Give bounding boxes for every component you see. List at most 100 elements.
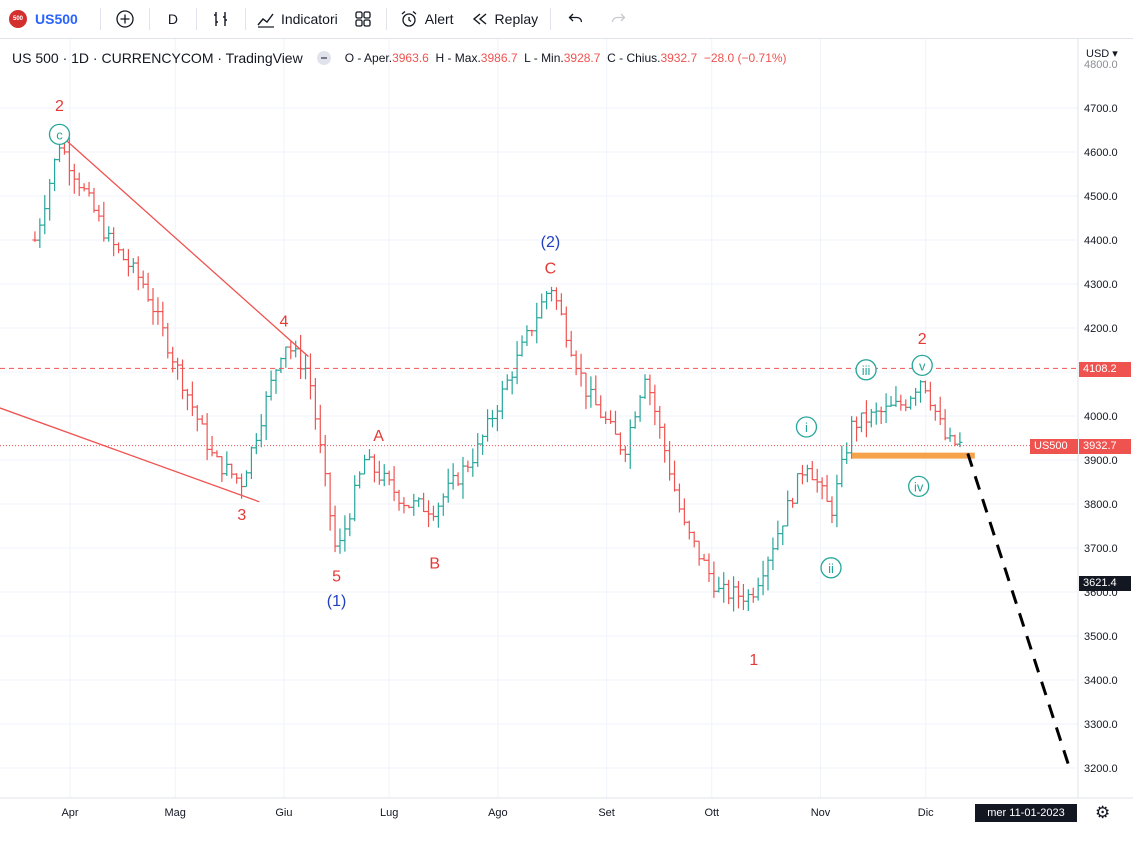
ohlc-bar <box>726 579 732 605</box>
x-tick-label: Set <box>598 807 615 819</box>
ohlc-bar <box>780 525 786 546</box>
replay-button[interactable]: Replay <box>462 0 547 38</box>
currency-selector[interactable]: USD ▾ <box>1086 47 1118 60</box>
ohlc-bar <box>96 204 102 222</box>
ohlc-bar <box>204 413 210 461</box>
ohlc-bar <box>534 302 540 344</box>
y-tick-label: 3800.0 <box>1084 499 1118 511</box>
ohlc-bar <box>440 493 446 516</box>
ohlc-bar <box>529 329 535 337</box>
replay-label: Replay <box>494 11 539 27</box>
ohlc-bar <box>416 497 422 508</box>
y-tick-label: 3700.0 <box>1084 543 1118 555</box>
symbol-selector[interactable]: 500 US500 <box>0 0 96 38</box>
ohlc-bar <box>509 371 515 395</box>
cursor-date-tag: mer 11-01-2023 <box>975 804 1077 822</box>
ohlc-bar <box>711 561 717 598</box>
gear-icon[interactable]: ⚙ <box>1095 803 1111 822</box>
ohlc-bar <box>219 456 225 482</box>
ohlc-bar <box>150 287 156 325</box>
ohlc-bar <box>253 433 259 455</box>
ohlc-bar <box>809 461 815 481</box>
indicators-button[interactable]: Indicatori <box>250 0 344 38</box>
ohlc-bar <box>691 531 697 548</box>
redo-button[interactable] <box>597 0 639 38</box>
ohlc-bar <box>947 427 953 442</box>
wave-label: 1 <box>749 652 758 669</box>
ohlc-bar <box>430 505 436 521</box>
rewind-icon <box>472 13 486 25</box>
ohlc-bar <box>494 405 500 432</box>
y-tick-label: 3400.0 <box>1084 675 1118 687</box>
ohlc-bar <box>706 553 712 583</box>
ohlc-bar <box>485 409 491 442</box>
ohlc-bar <box>362 454 368 475</box>
ohlc-bar <box>421 492 427 513</box>
ohlc-bar <box>278 357 284 374</box>
ohlc-bar <box>130 258 136 274</box>
top-toolbar: 500 US500 D Indicatori Alert Replay <box>0 0 1133 39</box>
ohlc-bar <box>184 388 190 411</box>
ohlc-bar <box>86 181 92 197</box>
ohlc-bar <box>760 560 766 596</box>
ohlc-bar <box>199 415 205 425</box>
ohlc-bar <box>819 477 825 500</box>
ohlc-bar <box>322 434 328 487</box>
time-axis[interactable]: Apr Mag Giu Lug Ago Set Ott Nov Dic <box>61 807 934 819</box>
ohlc-bar <box>721 572 727 603</box>
alert-button[interactable]: Alert <box>391 0 462 38</box>
ohlc-bar <box>504 374 510 391</box>
ohlc-bar <box>465 460 471 473</box>
wave-label-circle <box>855 359 877 381</box>
ohlc-bar <box>775 520 781 551</box>
ohlc-bar <box>834 474 840 528</box>
y-tick-label: 4700.0 <box>1084 103 1118 115</box>
layout-button[interactable] <box>344 0 382 38</box>
ohlc-bar <box>391 466 397 502</box>
ohlc-bar <box>37 218 43 248</box>
ohlc-bar <box>908 395 914 410</box>
ohlc-bar <box>701 553 707 561</box>
alert-label: Alert <box>424 11 454 27</box>
undo-button[interactable] <box>555 0 597 38</box>
ohlc-bar <box>598 395 604 419</box>
ohlc-bar <box>553 287 559 310</box>
ohlc-bar <box>617 432 623 455</box>
bar-style-button[interactable] <box>201 0 241 38</box>
y-tick-label: 4500.0 <box>1084 191 1118 203</box>
x-tick-label: Nov <box>811 807 831 819</box>
ohlc-bar <box>445 468 451 503</box>
ohlc-bar <box>603 411 609 425</box>
ohlc-bar <box>790 497 796 508</box>
ohlc-bar <box>662 423 668 463</box>
ohlc-bar <box>71 163 77 194</box>
toolbar-divider <box>99 8 101 30</box>
interval-button[interactable]: D <box>154 0 192 38</box>
ohlc-bar <box>234 473 240 484</box>
plus-circle-icon <box>116 10 134 28</box>
ohlc-bar <box>386 470 392 486</box>
ohlc-bar <box>913 387 919 406</box>
ohlc-values: O - Aper.3963.6 H - Max.3986.7 L - Min.3… <box>345 51 787 65</box>
ohlc-bar <box>101 201 107 242</box>
ohlc-bar <box>239 473 245 499</box>
y-tick-label-partial: 4800.0 <box>1084 59 1118 71</box>
wave-label: 2 <box>918 331 927 348</box>
ohlc-bar <box>942 409 948 441</box>
ohlc-bar <box>898 394 904 411</box>
ohlc-bar <box>667 441 673 481</box>
ohlc-bar <box>863 400 869 438</box>
wave-label: 5 <box>332 569 341 586</box>
compare-symbol-button[interactable] <box>105 0 145 38</box>
y-tick-label: 4000.0 <box>1084 411 1118 423</box>
y-tick-label: 4600.0 <box>1084 147 1118 159</box>
ohlc-bar <box>426 500 432 528</box>
ohlc-bar <box>731 576 737 612</box>
legend-toggle-icon[interactable] <box>316 51 331 65</box>
ohlc-bar <box>795 473 801 504</box>
ohlc-bar <box>735 581 741 609</box>
ohlc-bar <box>337 528 343 554</box>
ohlc-bar <box>755 577 761 601</box>
